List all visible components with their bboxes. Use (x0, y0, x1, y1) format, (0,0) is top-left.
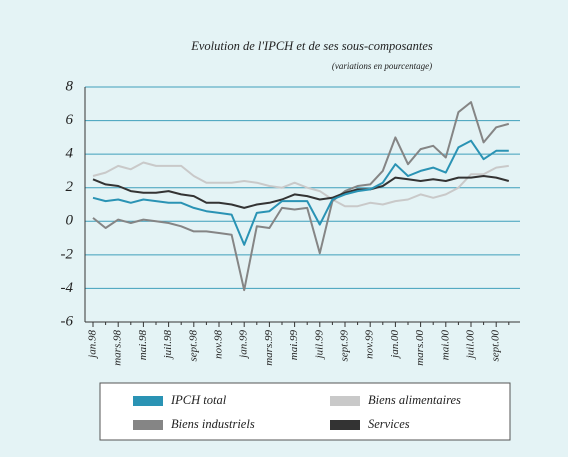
x-tick-label: jan.00 (389, 330, 401, 360)
x-tick-label: mai.99 (288, 330, 300, 361)
x-tick-label: sept.99 (339, 330, 351, 362)
chart-subtitle: (variations en pourcentage) (332, 61, 432, 71)
y-tick-label: 0 (66, 213, 74, 229)
x-tick-label: sept.00 (490, 330, 502, 362)
series-line (92, 175, 510, 209)
legend-box (99, 382, 511, 441)
y-tick-label: -4 (61, 280, 74, 296)
x-tick-label: juil.00 (465, 330, 477, 361)
series-line (92, 101, 510, 292)
legend-swatch (133, 396, 163, 406)
series-line (92, 161, 509, 208)
legend-label: Services (368, 417, 410, 431)
legend-label: Biens industriels (171, 417, 255, 431)
x-tick-label: mars.00 (414, 330, 426, 366)
x-tick-label: jan.99 (238, 330, 250, 360)
legend-label: Biens alimentaires (368, 393, 461, 407)
x-tick-label: mai.98 (137, 330, 149, 361)
x-tick-label: mars.99 (263, 330, 275, 366)
y-tick-label: 4 (66, 146, 74, 162)
chart-title: Evolution de l'IPCH et de ses sous-compo… (190, 39, 433, 53)
x-tick-label: nov.99 (364, 330, 376, 359)
legend-swatch (330, 420, 360, 430)
legend-swatch (330, 396, 360, 406)
y-tick-label: -2 (61, 246, 74, 262)
x-tick-label: sept.98 (187, 330, 199, 362)
y-tick-label: 2 (66, 179, 74, 195)
y-tick-label: 6 (66, 112, 74, 128)
series-line (92, 139, 509, 246)
legend-swatch (133, 420, 163, 430)
y-tick-label: -6 (61, 313, 74, 329)
x-tick-label: nov.98 (213, 330, 225, 359)
x-tick-label: mars.98 (112, 330, 124, 366)
x-tick-label: juil.99 (313, 330, 325, 361)
x-tick-label: jan.98 (87, 330, 99, 360)
x-tick-label: mai.00 (439, 330, 451, 361)
legend-label: IPCH total (170, 393, 227, 407)
y-tick-label: 8 (66, 78, 74, 94)
x-tick-label: juil.98 (162, 330, 174, 361)
